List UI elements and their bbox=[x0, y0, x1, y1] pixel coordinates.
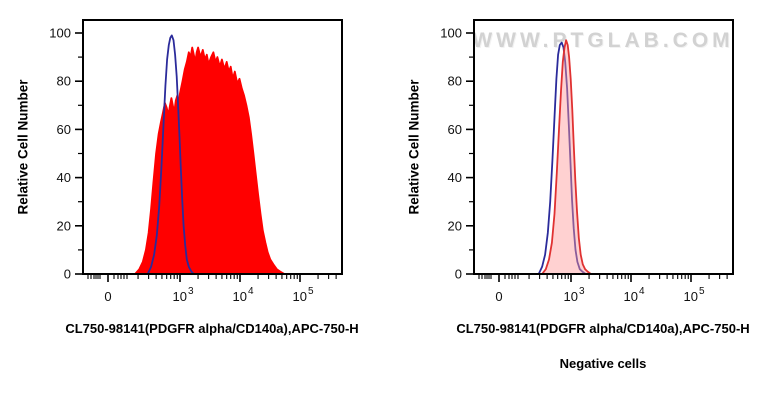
red-filled-histogram-fill bbox=[135, 47, 285, 274]
x-tick-label-base: 10 bbox=[564, 289, 578, 304]
blue-outline-histogram-curve bbox=[146, 34, 195, 275]
x-tick-label-base: 10 bbox=[173, 289, 187, 304]
x-axis-label-left: CL750-98141(PDGFR alpha/CD140a),APC-750-… bbox=[65, 321, 359, 336]
blue-outline-histogram-curve bbox=[537, 41, 587, 275]
x-tick-label-exp: 5 bbox=[308, 286, 314, 297]
y-tick-label: 80 bbox=[57, 74, 71, 89]
y-tick-label: 60 bbox=[448, 122, 462, 137]
x-tick-label-exp: 4 bbox=[639, 286, 645, 297]
x-tick-label-base: 10 bbox=[624, 289, 638, 304]
plot-frame bbox=[473, 19, 734, 275]
x-tick-label-exp: 3 bbox=[579, 286, 585, 297]
x-tick-label-exp: 5 bbox=[699, 286, 705, 297]
y-tick-label: 100 bbox=[49, 26, 71, 41]
x-tick-label-exp: 4 bbox=[248, 286, 254, 297]
y-axis-title-right: Relative Cell Number bbox=[406, 79, 422, 215]
negative-cells-label: Negative cells bbox=[559, 356, 647, 371]
y-tick-label: 20 bbox=[57, 218, 71, 233]
x-tick-label-base: 10 bbox=[233, 289, 247, 304]
red-outline-pink-fill-histogram-fill bbox=[542, 40, 591, 275]
y-tick-label: 60 bbox=[57, 122, 71, 137]
y-tick-label: 40 bbox=[57, 170, 71, 185]
y-tick-label: 100 bbox=[440, 26, 462, 41]
red-outline-pink-fill-histogram-curve bbox=[541, 39, 592, 275]
x-tick-label-exp: 3 bbox=[188, 286, 194, 297]
x-tick-label-base: 10 bbox=[684, 289, 698, 304]
x-tick-label: 0 bbox=[104, 289, 111, 304]
y-tick-label: 20 bbox=[448, 218, 462, 233]
x-tick-label-base: 10 bbox=[293, 289, 307, 304]
plot-frame bbox=[82, 19, 343, 275]
ptglab-watermark: WWW.PTGLAB.COM bbox=[472, 29, 734, 52]
y-tick-label: 80 bbox=[448, 74, 462, 89]
y-axis-title-left: Relative Cell Number bbox=[15, 79, 31, 215]
x-axis-label-right: CL750-98141(PDGFR alpha/CD140a),APC-750-… bbox=[456, 321, 750, 336]
y-tick-label: 40 bbox=[448, 170, 462, 185]
y-tick-label: 0 bbox=[64, 267, 71, 282]
y-tick-label: 0 bbox=[455, 267, 462, 282]
x-tick-label: 0 bbox=[495, 289, 502, 304]
